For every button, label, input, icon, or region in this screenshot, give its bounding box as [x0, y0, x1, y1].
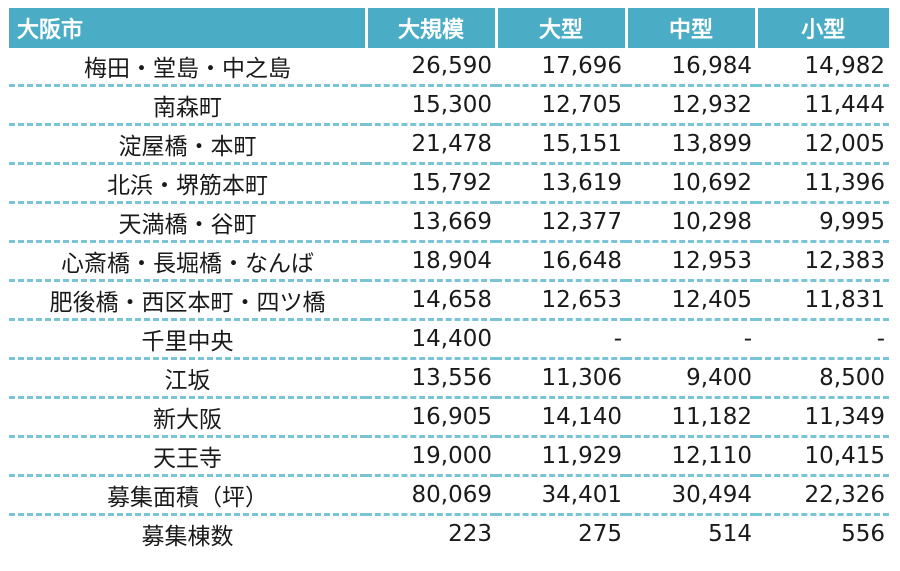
- cell-small: 556: [841, 521, 885, 547]
- area-name: 募集棟数: [141, 524, 234, 550]
- table-row: 肥後橋・西区本町・四ツ橋 14,658 12,653 12,405 11,831: [9, 280, 889, 321]
- header-row: 大阪市 大規模 大型 中型 小型: [9, 8, 889, 48]
- cell-medium: 9,400: [626, 358, 756, 399]
- cell-large: 12,705: [496, 85, 626, 126]
- header-col-large: 大型: [494, 8, 626, 48]
- area-name: 募集面積（坪）: [9, 475, 366, 516]
- cell-large-scale: 19,000: [366, 436, 496, 477]
- rent-table-container: 大阪市 大規模 大型 中型 小型 梅田・堂島・中之島 26,590 17,696…: [9, 8, 889, 552]
- header-col-medium: 中型: [624, 8, 756, 48]
- area-name: 北浜・堺筋本町: [9, 163, 366, 204]
- area-name: 江坂: [9, 358, 366, 399]
- cell-small: 11,831: [756, 280, 889, 321]
- cell-small: -: [756, 319, 889, 360]
- cell-medium: 10,298: [626, 202, 756, 243]
- header-city: 大阪市: [9, 8, 366, 48]
- header-col-large-scale: 大規模: [364, 8, 496, 48]
- cell-medium: 514: [708, 521, 752, 547]
- cell-large: 14,140: [496, 397, 626, 438]
- table-row: 心斎橋・長堀橋・なんば 18,904 16,648 12,953 12,383: [9, 241, 889, 282]
- cell-large-scale: 21,478: [366, 124, 496, 165]
- cell-large: 13,619: [496, 163, 626, 204]
- cell-large-scale: 13,556: [366, 358, 496, 399]
- area-name: 新大阪: [9, 397, 366, 438]
- cell-large-scale: 18,904: [366, 241, 496, 282]
- cell-large: 275: [578, 521, 622, 547]
- cell-large-scale: 15,300: [366, 85, 496, 126]
- cell-large: 12,653: [496, 280, 626, 321]
- cell-large-scale: 15,792: [366, 163, 496, 204]
- cell-small: 9,995: [756, 202, 889, 243]
- table-row: 新大阪 16,905 14,140 11,182 11,349: [9, 397, 889, 438]
- cell-large: 15,151: [496, 124, 626, 165]
- cell-medium: 12,953: [626, 241, 756, 282]
- cell-small: 22,326: [756, 475, 889, 516]
- area-name: 心斎橋・長堀橋・なんば: [9, 241, 366, 282]
- table-header: 大阪市 大規模 大型 中型 小型: [9, 8, 889, 48]
- cell-small: 12,383: [756, 241, 889, 282]
- table-body: 梅田・堂島・中之島 26,590 17,696 16,984 14,982 南森…: [9, 48, 889, 552]
- cell-medium: 12,110: [626, 436, 756, 477]
- table-row-building-count: 募集棟数 223 275 514 556: [9, 515, 889, 553]
- area-name: 千里中央: [9, 319, 366, 360]
- cell-small: 12,005: [756, 124, 889, 165]
- cell-large-scale: 223: [448, 521, 492, 547]
- cell-large: 34,401: [496, 475, 626, 516]
- area-name: 肥後橋・西区本町・四ツ橋: [9, 280, 366, 321]
- table-row: 千里中央 14,400 - - -: [9, 319, 889, 360]
- header-col-small: 小型: [754, 8, 889, 48]
- cell-medium: 16,984: [626, 48, 756, 87]
- cell-large-scale: 14,400: [366, 319, 496, 360]
- cell-small: 11,444: [756, 85, 889, 126]
- cell-medium: 13,899: [626, 124, 756, 165]
- rent-table: 大阪市 大規模 大型 中型 小型 梅田・堂島・中之島 26,590 17,696…: [9, 8, 889, 552]
- table-row: 天満橋・谷町 13,669 12,377 10,298 9,995: [9, 202, 889, 243]
- cell-medium: 10,692: [626, 163, 756, 204]
- area-name: 天王寺: [9, 436, 366, 477]
- area-name: 梅田・堂島・中之島: [9, 48, 366, 87]
- cell-small: 8,500: [756, 358, 889, 399]
- table-row: 淀屋橋・本町 21,478 15,151 13,899 12,005: [9, 124, 889, 165]
- cell-medium: 12,405: [626, 280, 756, 321]
- cell-medium: 30,494: [626, 475, 756, 516]
- table-row: 南森町 15,300 12,705 12,932 11,444: [9, 85, 889, 126]
- cell-medium: 12,932: [626, 85, 756, 126]
- cell-small: 14,982: [756, 48, 889, 87]
- cell-large-scale: 80,069: [366, 475, 496, 516]
- cell-large: 12,377: [496, 202, 626, 243]
- cell-medium: 11,182: [626, 397, 756, 438]
- area-name: 淀屋橋・本町: [9, 124, 366, 165]
- table-row: 梅田・堂島・中之島 26,590 17,696 16,984 14,982: [9, 48, 889, 87]
- cell-large: 17,696: [496, 48, 626, 87]
- area-name: 南森町: [9, 85, 366, 126]
- cell-small: 11,396: [756, 163, 889, 204]
- cell-large: 16,648: [496, 241, 626, 282]
- cell-large-scale: 13,669: [366, 202, 496, 243]
- area-name: 天満橋・谷町: [9, 202, 366, 243]
- table-row: 天王寺 19,000 11,929 12,110 10,415: [9, 436, 889, 477]
- cell-large-scale: 14,658: [366, 280, 496, 321]
- table-row-total-area: 募集面積（坪） 80,069 34,401 30,494 22,326: [9, 475, 889, 516]
- cell-large-scale: 26,590: [366, 48, 496, 87]
- cell-medium: -: [626, 319, 756, 360]
- cell-large: 11,929: [496, 436, 626, 477]
- cell-small: 10,415: [756, 436, 889, 477]
- cell-small: 11,349: [756, 397, 889, 438]
- cell-large: 11,306: [496, 358, 626, 399]
- cell-large: -: [496, 319, 626, 360]
- cell-large-scale: 16,905: [366, 397, 496, 438]
- table-row: 江坂 13,556 11,306 9,400 8,500: [9, 358, 889, 399]
- table-row: 北浜・堺筋本町 15,792 13,619 10,692 11,396: [9, 163, 889, 204]
